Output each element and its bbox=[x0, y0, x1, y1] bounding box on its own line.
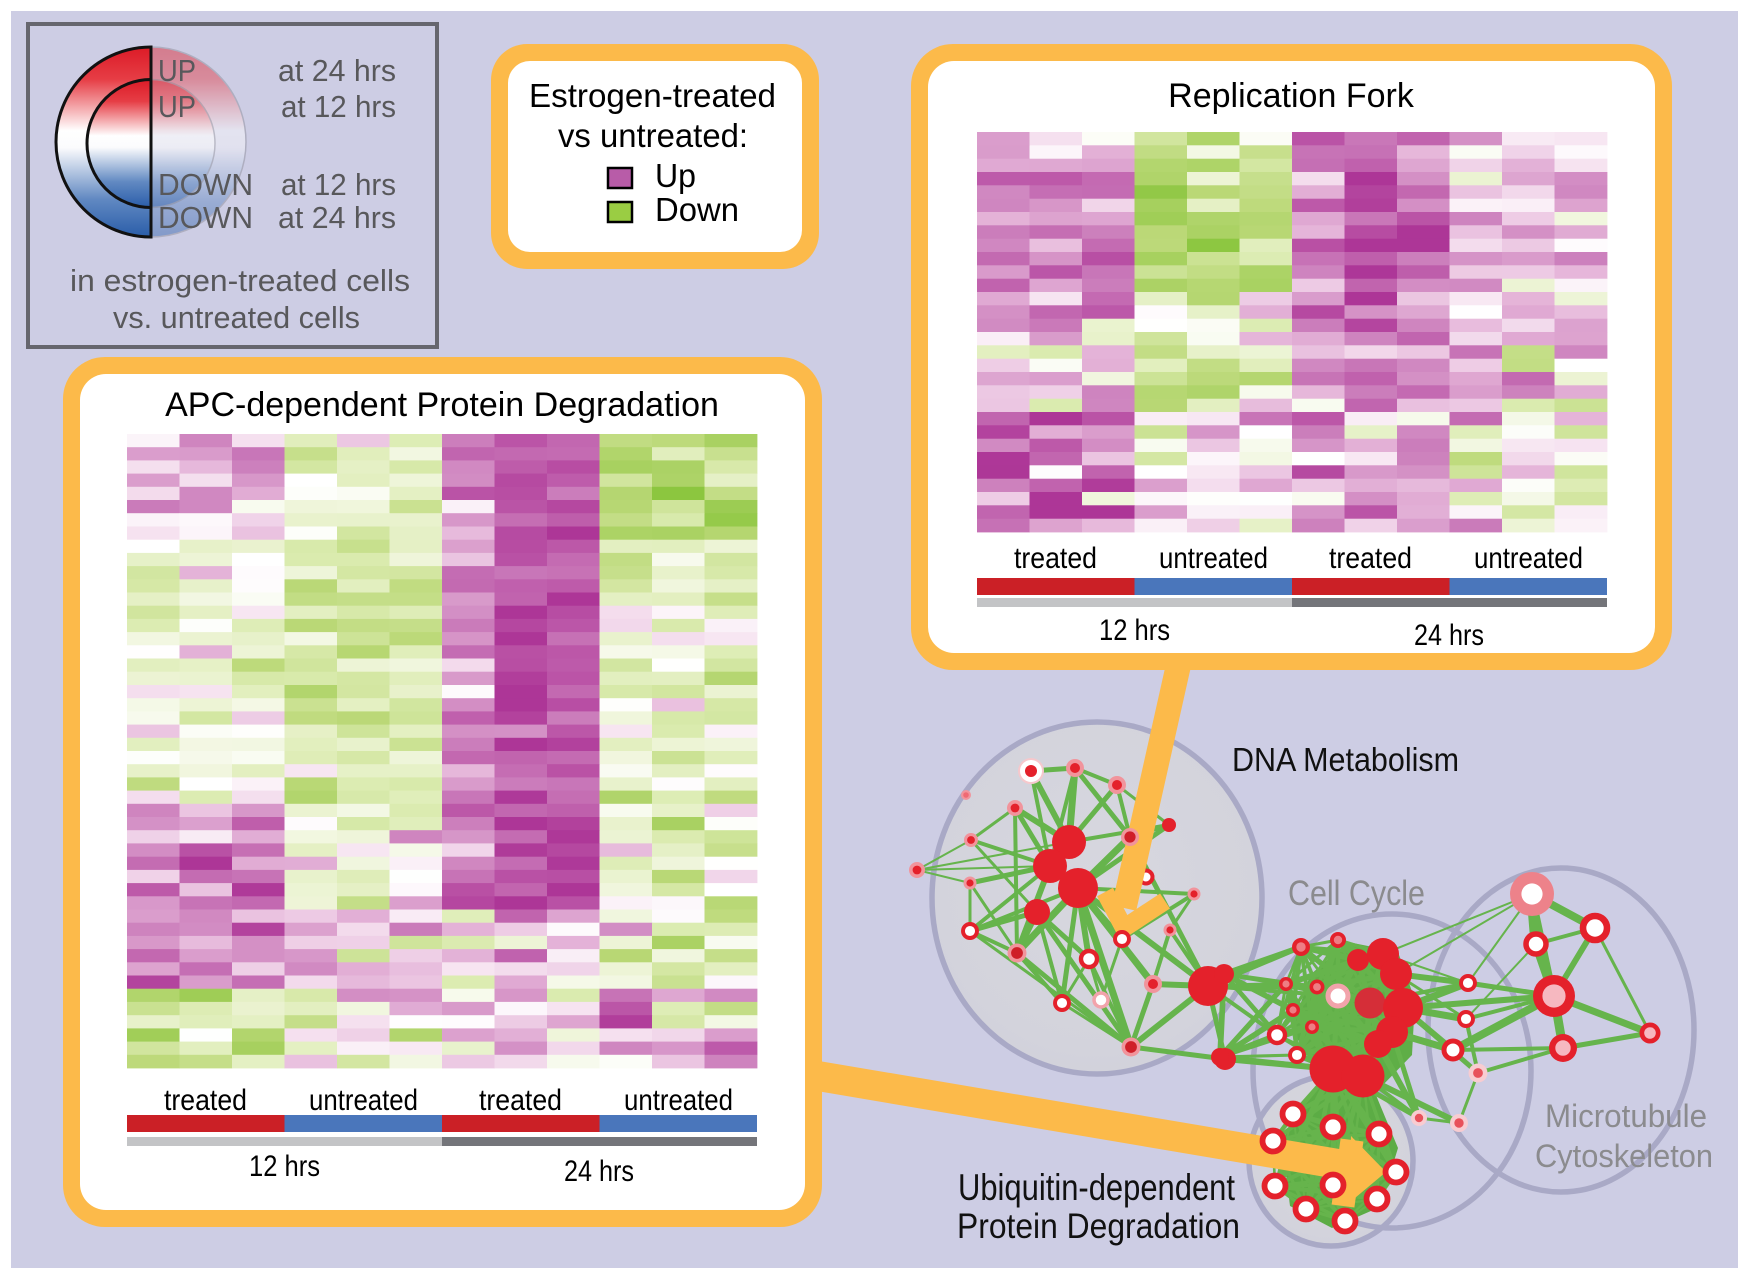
svg-text:vs untreated:: vs untreated: bbox=[558, 117, 748, 154]
svg-text:DNA Metabolism: DNA Metabolism bbox=[1232, 742, 1459, 779]
svg-text:Cytoskeleton: Cytoskeleton bbox=[1535, 1138, 1713, 1174]
svg-text:Cell Cycle: Cell Cycle bbox=[1288, 874, 1425, 913]
svg-text:Up: Up bbox=[655, 157, 696, 194]
svg-text:APC-dependent Protein Degradat: APC-dependent Protein Degradation bbox=[165, 386, 719, 424]
svg-text:24 hrs: 24 hrs bbox=[1414, 619, 1484, 652]
svg-text:DOWN: DOWN bbox=[158, 200, 253, 235]
svg-text:vs. untreated cells: vs. untreated cells bbox=[113, 300, 360, 335]
svg-text:at 12 hrs: at 12 hrs bbox=[281, 89, 396, 124]
svg-text:untreated: untreated bbox=[1159, 542, 1268, 575]
svg-text:Down: Down bbox=[655, 191, 739, 228]
svg-text:UP: UP bbox=[158, 89, 196, 124]
svg-text:untreated: untreated bbox=[624, 1084, 733, 1117]
svg-text:treated: treated bbox=[164, 1084, 247, 1117]
svg-text:treated: treated bbox=[479, 1084, 562, 1117]
svg-text:12 hrs: 12 hrs bbox=[1099, 614, 1170, 647]
svg-text:treated: treated bbox=[1014, 542, 1097, 575]
svg-text:at 24 hrs: at 24 hrs bbox=[278, 200, 396, 235]
svg-text:untreated: untreated bbox=[309, 1084, 418, 1117]
svg-text:Protein Degradation: Protein Degradation bbox=[957, 1207, 1240, 1246]
svg-text:Microtubule: Microtubule bbox=[1545, 1098, 1707, 1134]
svg-text:in estrogen-treated cells: in estrogen-treated cells bbox=[70, 263, 410, 298]
svg-text:Replication Fork: Replication Fork bbox=[1168, 77, 1415, 115]
svg-text:Estrogen-treated: Estrogen-treated bbox=[529, 77, 776, 114]
svg-text:12 hrs: 12 hrs bbox=[249, 1150, 320, 1183]
svg-text:untreated: untreated bbox=[1474, 542, 1583, 575]
svg-text:Ubiquitin-dependent: Ubiquitin-dependent bbox=[958, 1167, 1236, 1208]
svg-text:24 hrs: 24 hrs bbox=[564, 1155, 634, 1188]
svg-text:DOWN: DOWN bbox=[158, 167, 253, 202]
svg-text:UP: UP bbox=[158, 53, 196, 88]
svg-text:at 12 hrs: at 12 hrs bbox=[281, 167, 396, 202]
svg-text:at 24 hrs: at 24 hrs bbox=[278, 53, 396, 88]
svg-text:treated: treated bbox=[1329, 542, 1412, 575]
